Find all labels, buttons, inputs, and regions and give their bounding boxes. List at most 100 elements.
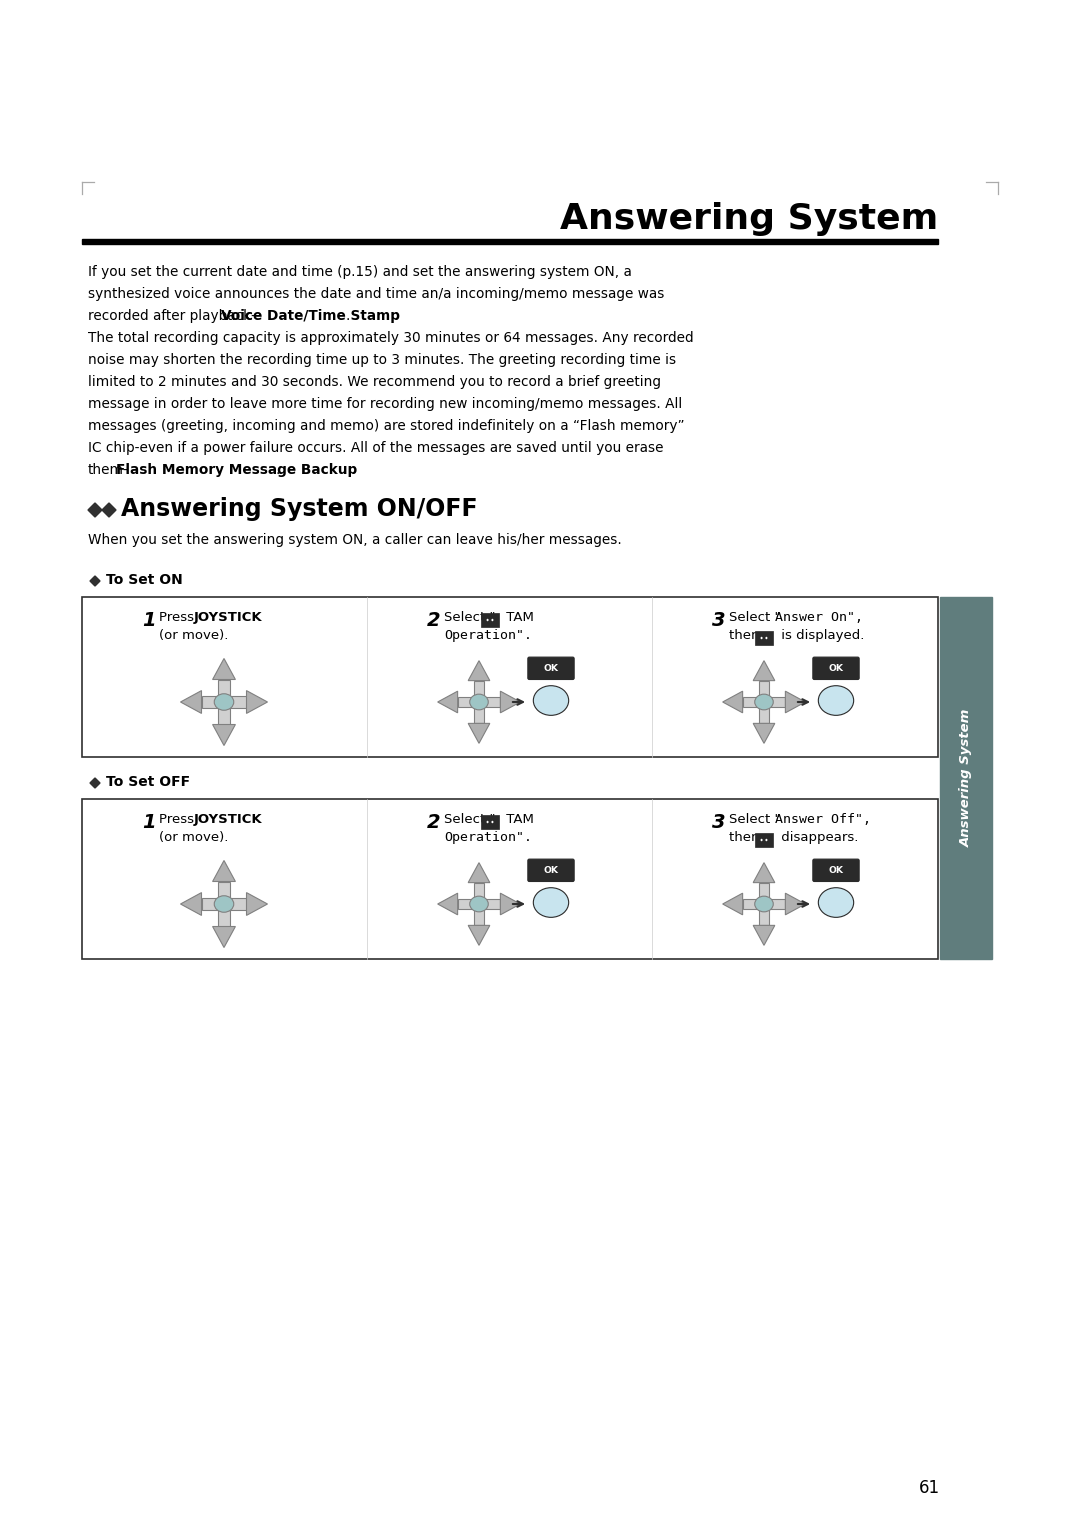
FancyBboxPatch shape (743, 697, 785, 707)
Text: 2: 2 (427, 611, 441, 630)
Polygon shape (785, 691, 806, 714)
FancyBboxPatch shape (458, 697, 500, 707)
Text: message in order to leave more time for recording new incoming/memo messages. Al: message in order to leave more time for … (87, 397, 683, 411)
Ellipse shape (491, 821, 494, 824)
Text: (or move).: (or move). (159, 630, 228, 642)
Text: TAM: TAM (502, 813, 534, 827)
Text: Operation".: Operation". (444, 630, 532, 642)
Text: 61: 61 (919, 1479, 940, 1497)
Polygon shape (500, 894, 521, 915)
Polygon shape (437, 691, 458, 714)
Polygon shape (213, 659, 235, 680)
Text: Select ": Select " (444, 813, 496, 827)
Polygon shape (468, 926, 490, 946)
Text: then: then (729, 831, 764, 843)
Ellipse shape (819, 686, 853, 715)
Text: Operation".: Operation". (444, 831, 532, 843)
Polygon shape (785, 894, 806, 915)
Text: Answer Off",: Answer Off", (775, 813, 870, 827)
FancyBboxPatch shape (218, 882, 230, 926)
Text: Select ": Select " (729, 813, 781, 827)
Text: them-: them- (87, 463, 129, 477)
Text: synthesized voice announces the date and time an/a incoming/memo message was: synthesized voice announces the date and… (87, 287, 664, 301)
FancyBboxPatch shape (82, 597, 939, 756)
Ellipse shape (766, 839, 768, 842)
Text: Voice Date/Time Stamp: Voice Date/Time Stamp (221, 309, 401, 322)
Text: Press: Press (159, 813, 199, 827)
Ellipse shape (470, 895, 488, 912)
Text: .: . (346, 309, 350, 322)
FancyBboxPatch shape (458, 898, 500, 909)
Polygon shape (753, 723, 774, 743)
Ellipse shape (760, 637, 762, 639)
Text: Answering System: Answering System (959, 709, 972, 847)
Polygon shape (246, 691, 268, 714)
Text: recorded after playback-: recorded after playback- (87, 309, 256, 322)
Text: messages (greeting, incoming and memo) are stored indefinitely on a “Flash memor: messages (greeting, incoming and memo) a… (87, 419, 685, 432)
FancyBboxPatch shape (482, 613, 499, 626)
Text: Select ": Select " (444, 611, 496, 623)
Text: is displayed.: is displayed. (777, 630, 864, 642)
Ellipse shape (470, 694, 488, 711)
Text: JOYSTICK: JOYSTICK (194, 611, 262, 623)
Polygon shape (753, 863, 774, 883)
Text: To Set ON: To Set ON (106, 573, 183, 587)
Polygon shape (90, 778, 100, 788)
Text: Select ": Select " (729, 611, 781, 623)
Text: (or move).: (or move). (159, 831, 228, 843)
Text: If you set the current date and time (p.15) and set the answering system ON, a: If you set the current date and time (p.… (87, 264, 632, 280)
Text: Answer On",: Answer On", (775, 611, 863, 623)
Text: noise may shorten the recording time up to 3 minutes. The greeting recording tim: noise may shorten the recording time up … (87, 353, 676, 367)
FancyBboxPatch shape (755, 833, 772, 847)
Text: To Set OFF: To Set OFF (106, 775, 190, 788)
Text: Answering System: Answering System (559, 202, 939, 235)
FancyBboxPatch shape (528, 657, 575, 680)
Polygon shape (180, 691, 202, 714)
Polygon shape (753, 926, 774, 946)
Ellipse shape (487, 619, 488, 622)
Text: OK: OK (543, 866, 558, 876)
FancyBboxPatch shape (202, 697, 246, 707)
Ellipse shape (214, 694, 233, 711)
Text: 1: 1 (141, 813, 156, 833)
Polygon shape (246, 892, 268, 915)
Text: .: . (275, 463, 280, 477)
Polygon shape (723, 691, 743, 714)
Text: 1: 1 (141, 611, 156, 630)
Ellipse shape (487, 821, 488, 824)
Polygon shape (753, 660, 774, 680)
Text: Press: Press (159, 611, 199, 623)
FancyBboxPatch shape (758, 883, 769, 926)
Text: 2: 2 (427, 813, 441, 833)
Text: IC chip-even if a power failure occurs. All of the messages are saved until you : IC chip-even if a power failure occurs. … (87, 442, 663, 455)
Polygon shape (468, 723, 490, 743)
Text: The total recording capacity is approximately 30 minutes or 64 messages. Any rec: The total recording capacity is approxim… (87, 332, 693, 345)
FancyBboxPatch shape (202, 898, 246, 909)
Ellipse shape (766, 637, 768, 639)
FancyBboxPatch shape (482, 816, 499, 828)
Text: JOYSTICK: JOYSTICK (194, 813, 262, 827)
FancyBboxPatch shape (755, 631, 772, 645)
Text: limited to 2 minutes and 30 seconds. We recommend you to record a brief greeting: limited to 2 minutes and 30 seconds. We … (87, 374, 661, 390)
Text: Flash Memory Message Backup: Flash Memory Message Backup (116, 463, 357, 477)
Ellipse shape (755, 694, 773, 711)
FancyBboxPatch shape (813, 657, 860, 680)
FancyBboxPatch shape (940, 597, 993, 960)
Ellipse shape (214, 895, 233, 912)
Text: OK: OK (543, 663, 558, 672)
FancyBboxPatch shape (528, 859, 575, 882)
Text: OK: OK (828, 663, 843, 672)
Ellipse shape (534, 686, 569, 715)
Text: TAM: TAM (502, 611, 534, 623)
Polygon shape (213, 860, 235, 882)
FancyBboxPatch shape (743, 898, 785, 909)
FancyBboxPatch shape (82, 238, 939, 244)
Polygon shape (213, 724, 235, 746)
Polygon shape (468, 660, 490, 680)
Ellipse shape (819, 888, 853, 917)
Text: then: then (729, 630, 764, 642)
FancyBboxPatch shape (813, 859, 860, 882)
Text: OK: OK (828, 866, 843, 876)
Text: disappears.: disappears. (777, 831, 859, 843)
FancyBboxPatch shape (474, 680, 485, 723)
